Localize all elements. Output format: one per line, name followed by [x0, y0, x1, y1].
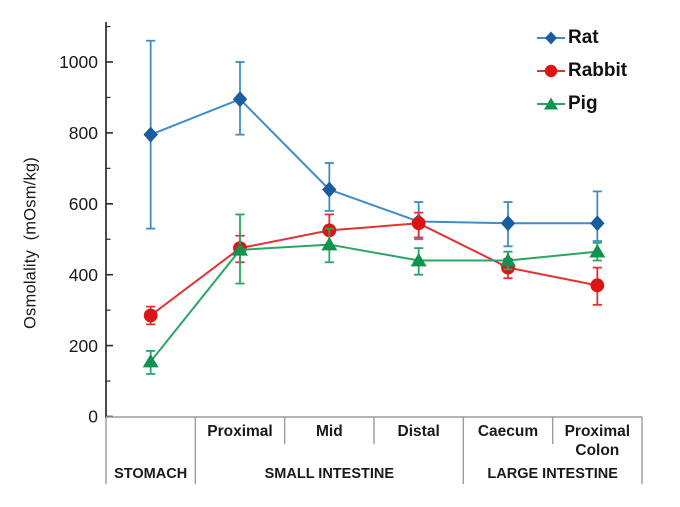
y-tick-label: 400 [69, 265, 98, 285]
segment-label: Proximal [207, 423, 272, 440]
rabbit-circle-marker [143, 308, 158, 323]
y-tick-label: 200 [69, 336, 98, 356]
pig-triangle-marker [589, 244, 606, 258]
pig-triangle-marker [142, 353, 159, 368]
legend-item-pig: Pig [536, 87, 627, 120]
y-axis-title: Osmolality (mOsm/kg) [21, 157, 40, 329]
legend-label-rabbit: Rabbit [568, 59, 628, 81]
legend-marker [544, 64, 558, 77]
pig-triangle-marker [500, 252, 516, 267]
rabbit-circle-marker [411, 216, 426, 231]
y-tick-label: 600 [69, 194, 98, 214]
segment-label: Proximal [565, 423, 630, 440]
rat-diamond-marker [232, 91, 248, 108]
legend: Rat Rabbit Pig [536, 21, 627, 120]
organ-group-label: STOMACH [114, 466, 187, 482]
pig-triangle-icon [537, 97, 565, 109]
rat-diamond-marker [500, 215, 516, 232]
segment-label: Colon [575, 442, 619, 459]
segment-label: Mid [316, 423, 343, 440]
rat-diamond-marker [590, 215, 605, 232]
y-tick-label: 0 [88, 407, 98, 427]
segment-label: Distal [398, 423, 440, 440]
rat-diamond-marker [143, 126, 158, 143]
organ-group-label: LARGE INTESTINE [487, 466, 618, 482]
organ-group-label: SMALL INTESTINE [265, 466, 395, 482]
legend-item-rat: Rat [536, 21, 627, 54]
rat-series-line [150, 98, 598, 225]
legend-label-rat: Rat [568, 26, 599, 48]
rat-diamond-marker [322, 181, 337, 198]
pig-series-line [149, 243, 598, 363]
y-tick-label: 1000 [59, 52, 98, 72]
rabbit-circle-icon [537, 64, 565, 77]
pig-triangle-marker [321, 236, 338, 251]
legend-label-pig: Pig [568, 92, 598, 114]
rabbit-series-line [150, 222, 598, 317]
rabbit-circle-marker [590, 278, 605, 293]
legend-marker [545, 31, 557, 44]
rat-diamond-icon [537, 31, 565, 44]
legend-marker [544, 97, 558, 109]
pig-triangle-marker [410, 252, 427, 267]
segment-label: Caecum [478, 423, 538, 440]
pig-triangle-marker [232, 242, 248, 256]
y-tick-label: 800 [69, 123, 98, 143]
legend-item-rabbit: Rabbit [536, 54, 627, 87]
